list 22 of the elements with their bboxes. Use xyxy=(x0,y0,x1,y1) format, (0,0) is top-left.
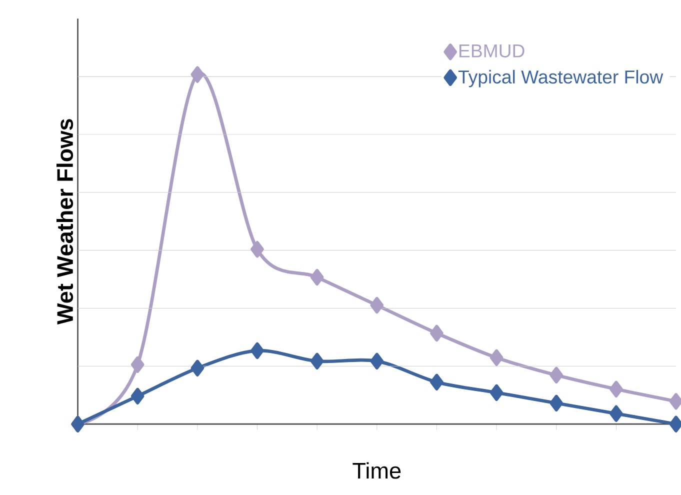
point xyxy=(310,353,324,370)
point xyxy=(190,360,204,377)
x-axis-title: Time xyxy=(352,462,401,480)
point xyxy=(130,388,144,405)
point xyxy=(310,269,324,286)
point xyxy=(430,374,444,391)
point xyxy=(250,342,264,360)
point xyxy=(490,384,504,402)
point xyxy=(430,325,444,342)
point xyxy=(550,395,564,412)
y-axis-title: Wet Weather Flows xyxy=(56,119,74,325)
legend-label: Typical Wastewater Flow xyxy=(458,70,664,88)
point xyxy=(370,297,384,314)
point xyxy=(190,66,204,84)
point xyxy=(610,406,623,422)
point xyxy=(250,241,264,258)
point xyxy=(130,356,144,374)
point xyxy=(490,350,504,366)
point xyxy=(550,367,564,384)
legend-label: EBMUD xyxy=(460,44,524,58)
point xyxy=(370,353,384,370)
point xyxy=(610,381,623,398)
